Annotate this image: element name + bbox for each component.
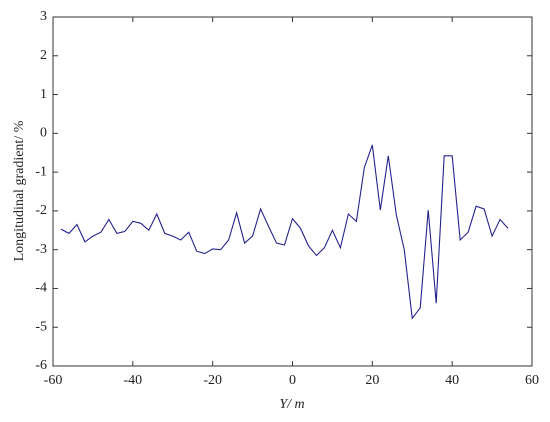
y-tick-label: 3 [40,9,47,24]
x-tick-label: -40 [123,373,142,388]
y-axis-label: Longitudinal gradient/ % [12,120,27,261]
y-tick-label: 2 [40,48,47,63]
y-tick-label: -2 [35,203,47,218]
y-tick-label: -6 [35,358,47,373]
x-tick-label: 60 [525,373,539,388]
x-tick-label: 20 [365,373,379,388]
x-tick-label: 0 [289,373,296,388]
y-tick-label: -4 [35,281,47,296]
data-line [60,144,509,320]
x-tick-label: -60 [44,373,63,388]
x-axis-label: Y/ m [279,397,304,412]
y-tick-label: -3 [35,242,47,257]
y-tick-label: -1 [35,164,47,179]
plot-frame [52,16,533,367]
y-tick-label: 0 [40,126,47,141]
x-tick-label: -20 [203,373,222,388]
y-tick-label: -5 [35,319,47,334]
x-tick-label: 40 [445,373,459,388]
y-tick-label: 1 [40,87,47,102]
